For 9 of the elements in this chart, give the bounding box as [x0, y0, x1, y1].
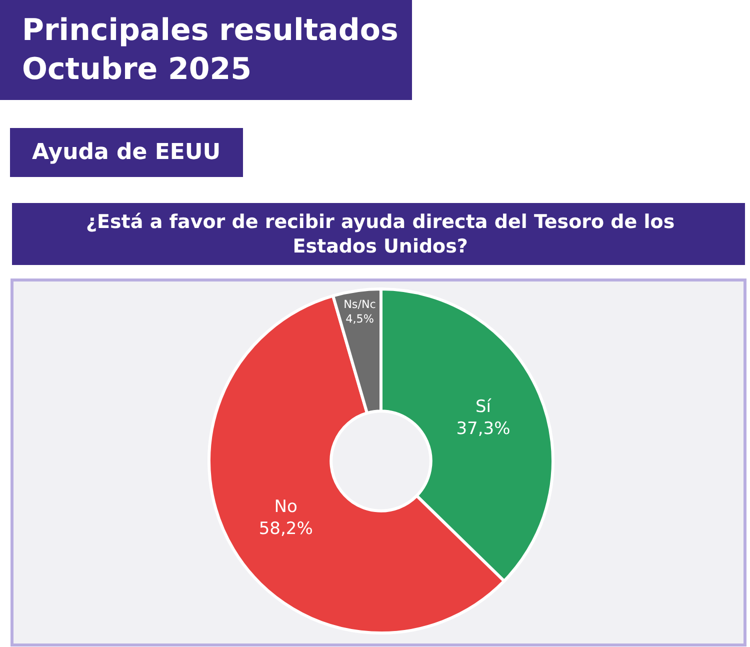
slice-label: Sí: [475, 396, 492, 417]
text: ¿Está a favor de recibir ayuda directa del Tesoro de los Estados Unidos?: [86, 211, 675, 258]
chart-title: Principales resultados Octubre 2025: [22, 13, 398, 87]
data-label: 37,3%: [456, 418, 510, 439]
slice-label: No: [274, 497, 298, 518]
data-label: 58,2%: [258, 519, 313, 540]
chart-subtitle: Ayuda de EEUU: [32, 140, 221, 165]
slice-label: Ns/Nc: [344, 298, 376, 311]
data-label: 4,5%: [346, 312, 374, 326]
